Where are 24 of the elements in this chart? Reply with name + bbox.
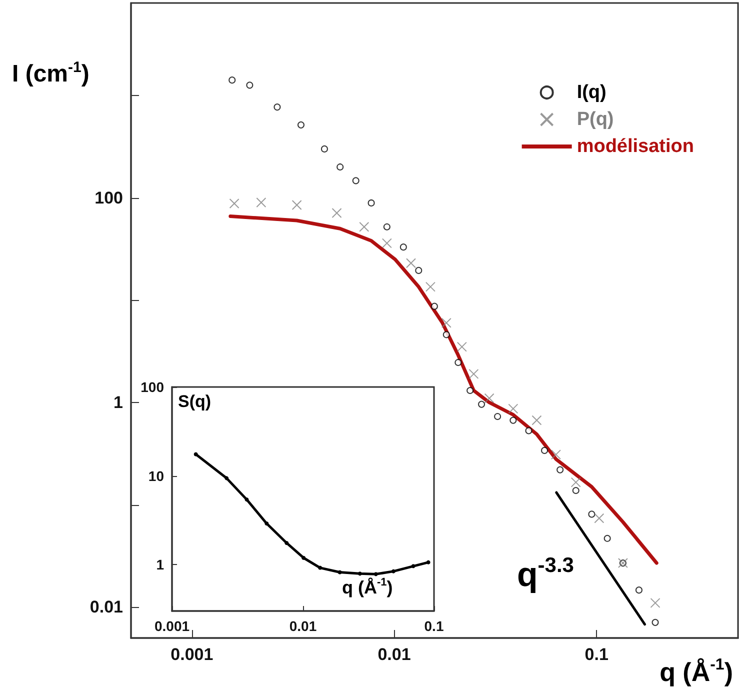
point (411, 564, 416, 568)
point (302, 556, 306, 560)
y-tick-label: 0.01 (90, 598, 123, 617)
y-tick-label: 1 (114, 392, 123, 412)
point (244, 498, 249, 502)
y-tick-label: 10 (148, 468, 164, 484)
x-tick-label: 0.001 (154, 618, 190, 634)
x-tick-label: 0.1 (424, 618, 444, 634)
point (318, 566, 322, 570)
y-tick-label: 1 (156, 556, 164, 573)
y-axis-title: S(q) (178, 392, 212, 411)
y-tick-label: 100 (140, 379, 164, 395)
point (264, 522, 269, 526)
point (391, 569, 396, 574)
x-tick-label: 0.1 (584, 645, 608, 664)
legend-label: P(q) (576, 109, 614, 130)
x-tick-label: 0.01 (378, 645, 411, 664)
point (338, 570, 342, 574)
legend-label: modélisation (576, 136, 694, 157)
x-tick-label: 0.01 (289, 618, 317, 634)
legend-label: I(q) (576, 82, 606, 103)
point (374, 572, 378, 576)
x-tick-label: 0.001 (170, 645, 214, 664)
y-tick-label: 100 (94, 188, 123, 208)
